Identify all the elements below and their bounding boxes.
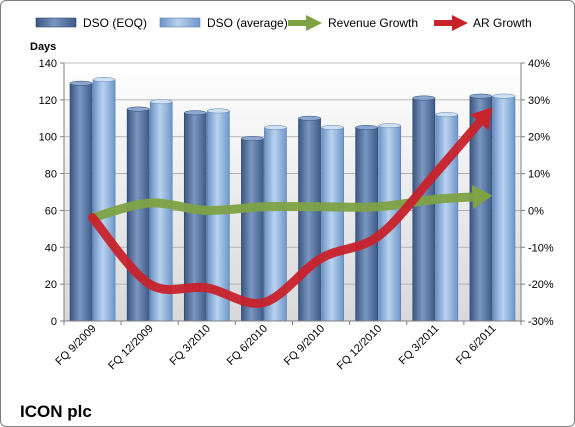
legend-label-dso-average: DSO (average) xyxy=(207,16,288,30)
y-right-tick-label: -10% xyxy=(528,242,554,254)
bar-cap-dso-eoq-3 xyxy=(184,110,207,116)
bar-dso-eoq-6 xyxy=(355,127,379,322)
bar-dso-eoq-7 xyxy=(412,97,436,322)
bar-cap-dso-average-2 xyxy=(149,99,173,105)
bar-cap-dso-eoq-6 xyxy=(355,125,378,130)
revenue-growth-arrowhead xyxy=(471,184,493,209)
bar-cap-dso-eoq-5 xyxy=(298,115,321,121)
x-tick-label: FQ 6/2010 xyxy=(225,323,270,368)
bar-cap-dso-eoq-8 xyxy=(469,93,493,99)
ar-growth-arrowhead xyxy=(470,107,493,131)
legend-item-dso-average: DSO (average) xyxy=(159,16,288,30)
y-left-tick-label: 0 xyxy=(51,316,57,328)
bar-dso-average-1 xyxy=(92,79,116,322)
x-tick-label: FQ 12/2009 xyxy=(106,323,156,373)
bar-cap-dso-average-8 xyxy=(492,93,516,99)
bar-cap-dso-eoq-7 xyxy=(412,95,436,101)
bar-dso-eoq-1 xyxy=(69,82,93,322)
bar-dso-eoq-5 xyxy=(298,117,321,322)
legend-item-ar-growth: AR Growth xyxy=(434,15,532,31)
y-right-tick-label: -20% xyxy=(528,279,554,291)
bar-dso-average-8 xyxy=(492,95,516,322)
y-left-tick-label: 60 xyxy=(45,205,57,217)
y-right-tick-label: 20% xyxy=(528,132,550,144)
legend: DSO (EOQ) DSO (average) Revenue Growth A… xyxy=(35,15,532,31)
bar-cap-dso-average-1 xyxy=(92,77,116,83)
y-axis-title: Days xyxy=(30,41,56,53)
ar-growth-legend-arrow xyxy=(452,15,468,31)
bar-cap-dso-average-3 xyxy=(207,108,230,114)
y-right-tick-label: 30% xyxy=(528,95,550,107)
bar-cap-dso-average-5 xyxy=(321,125,344,130)
legend-label-dso-eoq: DSO (EOQ) xyxy=(83,16,147,30)
y-left-tick-label: 100 xyxy=(39,132,57,144)
bar-cap-dso-average-4 xyxy=(264,125,287,130)
ar-growth-line xyxy=(88,117,484,308)
y-left-tick-label: 120 xyxy=(39,95,57,107)
x-tick-label: FQ 9/2009 xyxy=(53,323,98,368)
bar-cap-dso-eoq-2 xyxy=(126,106,150,112)
revenue-growth-line xyxy=(88,192,477,223)
x-tick-label: FQ 9/2010 xyxy=(282,323,327,368)
legend-item-dso-eoq: DSO (EOQ) xyxy=(35,16,147,30)
legend-item-revenue-growth: Revenue Growth xyxy=(288,15,418,31)
y-right-tick-label: 10% xyxy=(528,169,550,181)
bar-cap-dso-average-7 xyxy=(435,112,459,118)
growth-lines xyxy=(88,107,493,308)
x-ticks: FQ 9/2009 FQ 12/2009 FQ 3/2010 FQ 6/2010 FQ … xyxy=(53,321,522,373)
y-left-tick-label: 80 xyxy=(45,169,57,181)
bar-cap-dso-average-6 xyxy=(378,123,401,129)
x-tick-label: FQ 6/2011 xyxy=(454,323,499,368)
bar-dso-eoq-2 xyxy=(126,108,150,322)
legend-label-ar-growth: AR Growth xyxy=(473,16,532,30)
y-left-tick-label: 40 xyxy=(45,242,57,254)
bar-cap-dso-eoq-4 xyxy=(241,136,264,142)
y-left-tick-label: 140 xyxy=(39,58,57,70)
bar-cap-dso-eoq-1 xyxy=(69,80,93,86)
x-tick-label: FQ 12/2010 xyxy=(335,323,385,373)
y-right-ticks: -30% -20% -10% 0% 10% 20% 30% 40% xyxy=(521,58,554,328)
y-left-tick-label: 20 xyxy=(45,279,57,291)
x-tick-label: FQ 3/2011 xyxy=(397,323,442,368)
company-name: ICON plc xyxy=(20,402,92,421)
bar-dso-average-5 xyxy=(321,127,344,322)
y-right-tick-label: 0% xyxy=(528,205,544,217)
y-right-tick-label: 40% xyxy=(528,58,550,70)
y-left-ticks: 0 20 40 60 80 100 120 140 xyxy=(39,58,64,328)
bar-dso-eoq-4 xyxy=(241,138,264,322)
revenue-growth-legend-arrow xyxy=(306,15,322,31)
x-tick-label: FQ 3/2010 xyxy=(168,323,213,368)
y-right-tick-label: -30% xyxy=(528,316,554,328)
legend-label-revenue-growth: Revenue Growth xyxy=(328,16,418,30)
